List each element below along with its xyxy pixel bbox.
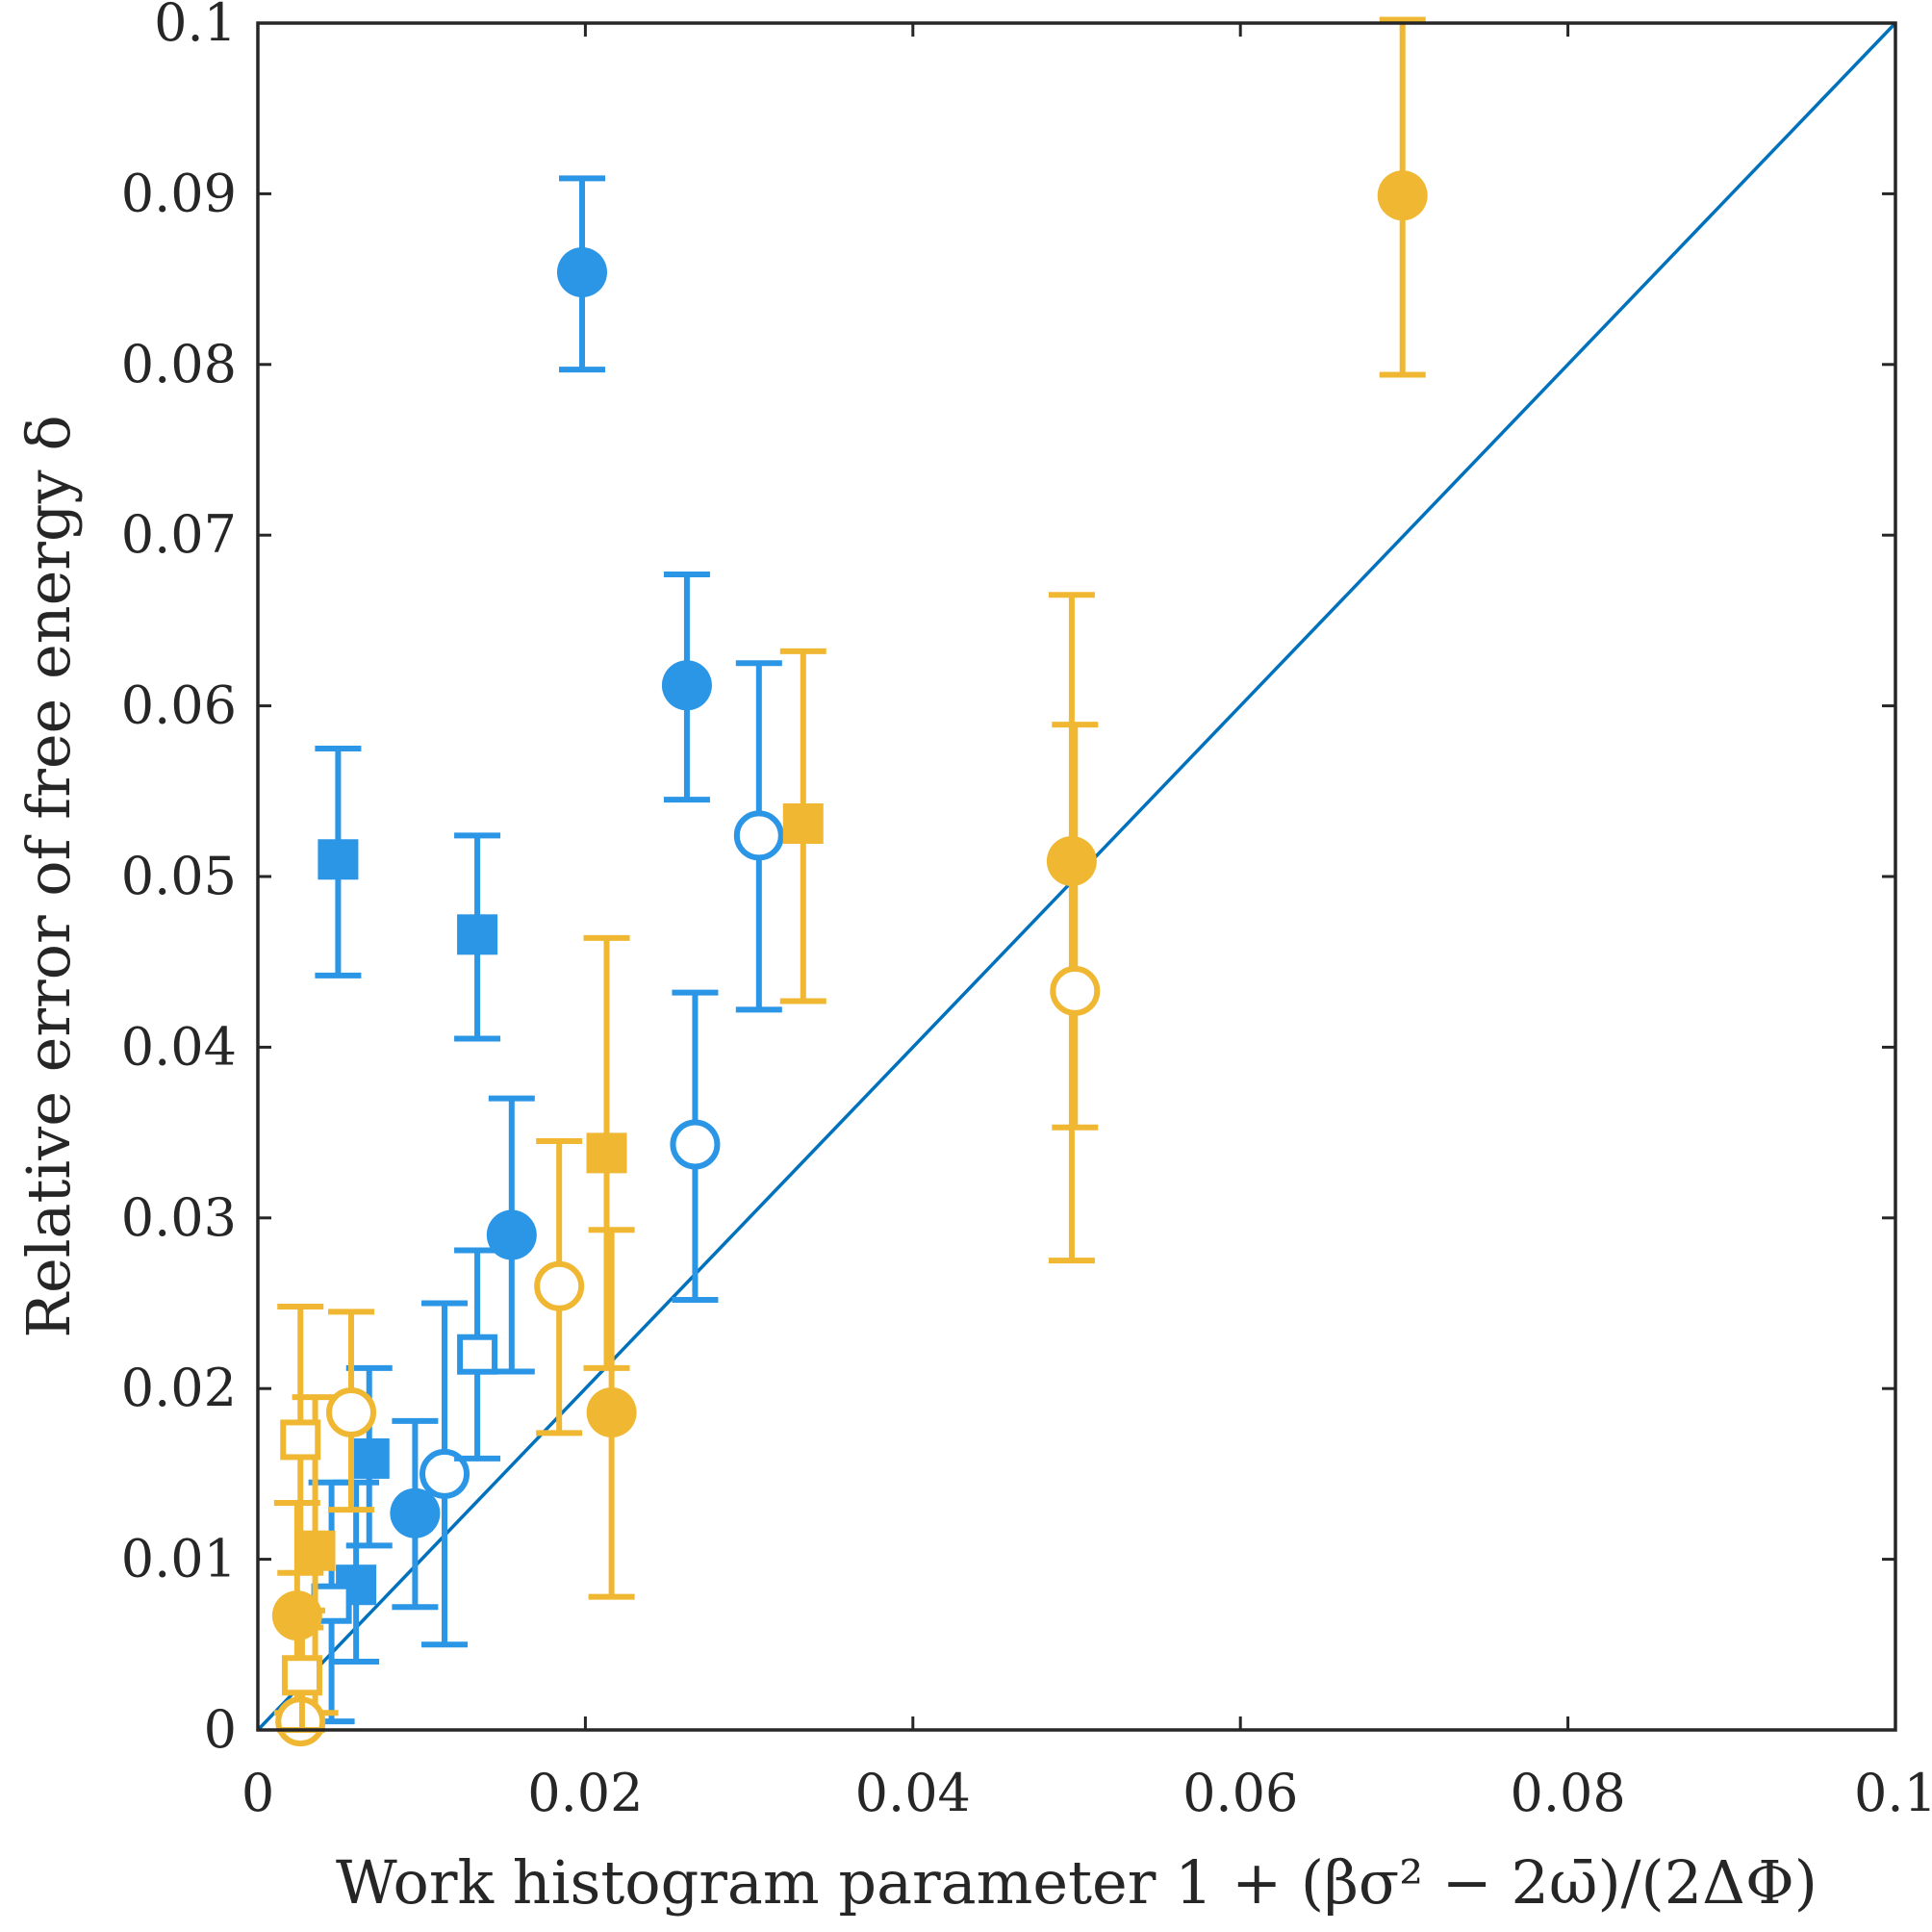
y-tick-label-5: 0.05 — [121, 846, 237, 906]
y-tick-label-1: 0.01 — [121, 1529, 237, 1589]
y-tick-label-6: 0.06 — [121, 675, 237, 736]
data-point-yellow-open-square-1 — [281, 1655, 322, 1696]
x-tick-label-5: 0.1 — [1854, 1763, 1932, 1823]
data-point-yellow-open-square-0 — [280, 1419, 321, 1461]
data-point-yellow-filled-circle-0 — [1377, 170, 1428, 221]
y-tick-label-4: 0.04 — [121, 1016, 237, 1077]
data-point-blue-filled-circle-1 — [661, 660, 712, 711]
data-point-blue-open-circle-0 — [733, 810, 784, 861]
y-tick-label-8: 0.08 — [121, 334, 237, 394]
series-blue-filled-square — [315, 745, 501, 1665]
series-yellow-open-square — [277, 1304, 325, 1733]
data-point-blue-filled-square-1 — [457, 914, 498, 955]
data-point-blue-open-square-0 — [457, 1334, 498, 1375]
data-point-blue-filled-square-2 — [348, 1437, 390, 1479]
data-point-yellow-open-circle-0 — [1050, 965, 1101, 1016]
y-tick-label-2: 0.02 — [121, 1358, 237, 1418]
data-point-blue-open-circle-2 — [419, 1448, 470, 1499]
y-tick-label-9: 0.09 — [121, 163, 237, 223]
data-point-blue-filled-circle-0 — [556, 247, 607, 298]
y-axis-label: Relative error of free energy δ — [13, 415, 84, 1337]
data-layer — [271, 16, 1428, 1747]
data-point-yellow-open-circle-1 — [534, 1260, 585, 1311]
data-point-blue-filled-square-0 — [318, 839, 359, 880]
data-point-yellow-filled-circle-1 — [1046, 836, 1097, 887]
x-tick-label-0: 0 — [242, 1763, 274, 1823]
x-axis-label: Work histogram parameter 1 + (βσ² − 2ω̄)… — [336, 1847, 1818, 1918]
data-point-blue-open-circle-1 — [670, 1119, 721, 1170]
y-tick-label-3: 0.03 — [121, 1187, 237, 1248]
data-point-yellow-filled-square-1 — [586, 1132, 627, 1174]
error-bar-yellow-open-circle-0 — [1052, 722, 1099, 1131]
error-bar-yellow-filled-circle-1 — [1048, 592, 1095, 1264]
y-tick-label-0: 0 — [204, 1699, 237, 1760]
y-tick-label-10: 0.1 — [154, 0, 237, 53]
data-point-yellow-filled-square-0 — [782, 803, 824, 845]
data-point-yellow-open-circle-2 — [326, 1387, 377, 1438]
series-blue-open-circle — [419, 660, 784, 1648]
x-tick-label-4: 0.08 — [1510, 1763, 1625, 1823]
series-blue-filled-circle — [390, 175, 712, 1611]
y-tick-label-7: 0.07 — [121, 504, 237, 565]
x-tick-label-1: 0.02 — [527, 1763, 643, 1823]
data-point-yellow-filled-circle-2 — [586, 1387, 637, 1438]
x-tick-label-2: 0.04 — [855, 1763, 971, 1823]
data-point-blue-filled-circle-3 — [390, 1487, 441, 1538]
x-tick-label-3: 0.06 — [1182, 1763, 1298, 1823]
axes-layer: 0 0.02 0.04 0.06 0.08 0.1 0 0.01 0.02 0.03 0.04 0.0… — [121, 0, 1932, 1823]
